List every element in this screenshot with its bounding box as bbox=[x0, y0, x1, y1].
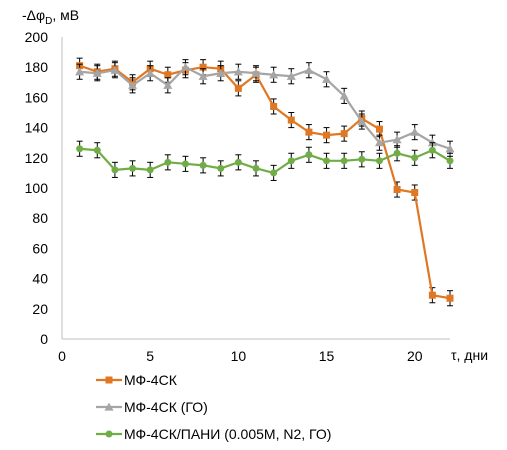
data-point bbox=[445, 144, 455, 153]
y-tick-label: 180 bbox=[25, 59, 49, 75]
legend-item: МФ-4СК (ГО) bbox=[96, 399, 208, 415]
data-point bbox=[411, 189, 419, 197]
x-tick-label: 0 bbox=[58, 348, 66, 364]
data-point bbox=[129, 164, 137, 172]
series-line bbox=[79, 147, 451, 174]
y-tick-label: 100 bbox=[25, 180, 49, 196]
y-axis-title-main: -Δφ bbox=[22, 7, 45, 23]
y-tick-label: 160 bbox=[25, 89, 49, 105]
series-line bbox=[79, 66, 451, 150]
series-2 bbox=[75, 59, 455, 157]
data-point bbox=[446, 157, 454, 165]
y-tick-label: 80 bbox=[32, 210, 48, 226]
data-point bbox=[199, 63, 207, 71]
legend-label: МФ-4СК/ПАНИ (0.005M, N2, ГО) bbox=[124, 426, 331, 442]
y-axis-title-unit: , мВ bbox=[52, 7, 79, 23]
data-point bbox=[287, 157, 295, 165]
data-point bbox=[181, 160, 189, 168]
series-1 bbox=[76, 57, 454, 307]
y-tick-label: 120 bbox=[25, 150, 49, 166]
data-point bbox=[234, 158, 242, 166]
data-point bbox=[287, 116, 295, 124]
series-group bbox=[75, 57, 455, 307]
data-point bbox=[216, 68, 226, 77]
data-point bbox=[357, 117, 367, 126]
data-point bbox=[270, 102, 278, 110]
legend-label: МФ-4СК bbox=[124, 372, 178, 388]
data-point bbox=[392, 135, 402, 144]
y-axis-title-sub: D bbox=[45, 16, 52, 27]
legend-marker bbox=[105, 376, 113, 384]
data-point bbox=[323, 131, 331, 139]
data-point bbox=[198, 71, 208, 80]
y-tick-label: 20 bbox=[32, 301, 48, 317]
data-point bbox=[164, 158, 172, 166]
legend-item: МФ-4СК/ПАНИ (0.005M, N2, ГО) bbox=[96, 426, 331, 442]
data-point bbox=[199, 161, 207, 169]
data-point bbox=[75, 67, 85, 76]
data-point bbox=[393, 186, 401, 194]
data-point bbox=[305, 151, 313, 159]
data-point bbox=[304, 65, 314, 74]
data-point bbox=[164, 71, 172, 79]
legend-label: МФ-4СК (ГО) bbox=[124, 399, 208, 415]
data-point bbox=[410, 127, 420, 136]
legend-item: МФ-4СК bbox=[96, 372, 178, 388]
x-tick-label: 20 bbox=[407, 348, 423, 364]
data-point bbox=[163, 80, 173, 89]
data-point bbox=[217, 164, 225, 172]
data-point bbox=[110, 65, 120, 74]
data-point bbox=[323, 157, 331, 165]
axes bbox=[61, 37, 450, 340]
tick-labels: 0 20 40 60 80 100 120 140 160 180 200 0 5 10 15 20 bbox=[25, 29, 423, 364]
data-point bbox=[270, 169, 278, 177]
data-point bbox=[340, 157, 348, 165]
data-point bbox=[128, 80, 138, 89]
data-point bbox=[428, 146, 436, 154]
data-point bbox=[428, 291, 436, 299]
data-point bbox=[446, 294, 454, 302]
data-point bbox=[233, 67, 243, 76]
data-point bbox=[92, 68, 102, 77]
data-point bbox=[358, 155, 366, 163]
y-tick-label: 140 bbox=[25, 120, 49, 136]
data-point bbox=[322, 74, 332, 83]
data-point bbox=[234, 84, 242, 92]
data-point bbox=[305, 128, 313, 136]
data-point bbox=[146, 166, 154, 174]
data-point bbox=[340, 130, 348, 138]
data-point bbox=[375, 125, 383, 133]
data-point bbox=[180, 62, 190, 71]
y-tick-label: 60 bbox=[32, 240, 48, 256]
legend-marker bbox=[105, 430, 113, 438]
y-axis-title: -ΔφD, мВ bbox=[22, 7, 79, 27]
x-tick-label: 5 bbox=[146, 348, 154, 364]
y-tick-label: 40 bbox=[32, 271, 48, 287]
data-point bbox=[252, 164, 260, 172]
data-point bbox=[374, 138, 384, 147]
data-point bbox=[339, 91, 349, 100]
x-tick-label: 15 bbox=[319, 348, 335, 364]
data-point bbox=[411, 154, 419, 162]
data-point bbox=[286, 71, 296, 80]
data-point bbox=[375, 157, 383, 165]
y-tick-label: 200 bbox=[25, 29, 49, 45]
series-3 bbox=[76, 140, 454, 181]
data-point bbox=[76, 145, 84, 153]
series-line bbox=[79, 64, 451, 300]
data-point bbox=[145, 68, 155, 77]
x-tick-label: 10 bbox=[231, 348, 247, 364]
legend-marker bbox=[104, 402, 114, 411]
x-axis-title: τ, дни bbox=[451, 347, 488, 363]
legend: МФ-4СК МФ-4СК (ГО) МФ-4СК/ПАНИ (0.005M, N2… bbox=[96, 372, 331, 442]
data-point bbox=[269, 70, 279, 79]
data-point bbox=[393, 149, 401, 157]
data-point bbox=[93, 146, 101, 154]
data-point bbox=[251, 68, 261, 77]
data-point bbox=[111, 166, 119, 174]
y-tick-label: 0 bbox=[40, 331, 48, 347]
